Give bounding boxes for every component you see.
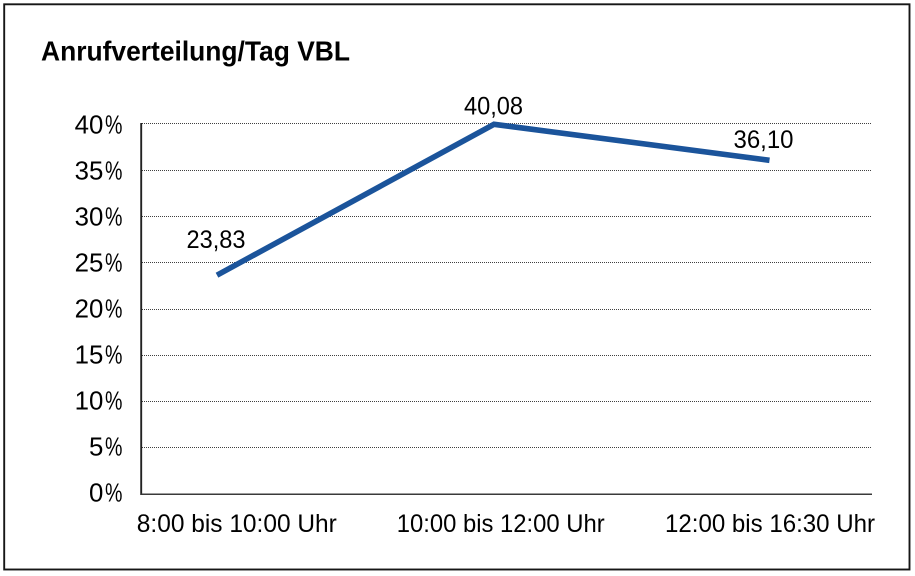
svg-text:0: 0: [89, 479, 103, 507]
svg-text:8:00 bis 10:00 Uhr: 8:00 bis 10:00 Uhr: [137, 510, 337, 538]
svg-text:10:00 bis 12:00 Uhr: 10:00 bis 12:00 Uhr: [397, 510, 605, 538]
svg-text:40,08: 40,08: [464, 93, 523, 121]
svg-text:35: 35: [75, 158, 104, 186]
svg-text:5: 5: [89, 433, 103, 461]
svg-text:20: 20: [75, 295, 104, 323]
svg-text:15: 15: [75, 341, 104, 369]
svg-text:10: 10: [75, 387, 104, 415]
svg-text:25: 25: [75, 250, 104, 278]
svg-text:40: 40: [75, 112, 104, 140]
svg-text:%: %: [105, 202, 122, 231]
svg-text:%: %: [105, 248, 122, 277]
svg-text:Anrufverteilung/Tag VBL: Anrufverteilung/Tag VBL: [41, 35, 350, 66]
svg-text:30: 30: [75, 204, 104, 232]
svg-text:12:00 bis 16:30 Uhr: 12:00 bis 16:30 Uhr: [665, 510, 875, 538]
svg-text:%: %: [105, 478, 122, 507]
svg-text:%: %: [105, 156, 122, 185]
svg-text:23,83: 23,83: [187, 226, 246, 254]
svg-text:%: %: [105, 110, 122, 139]
svg-text:%: %: [105, 386, 122, 415]
svg-text:%: %: [105, 294, 122, 323]
svg-text:%: %: [105, 432, 122, 461]
svg-text:%: %: [105, 340, 122, 369]
svg-text:36,10: 36,10: [734, 126, 794, 154]
